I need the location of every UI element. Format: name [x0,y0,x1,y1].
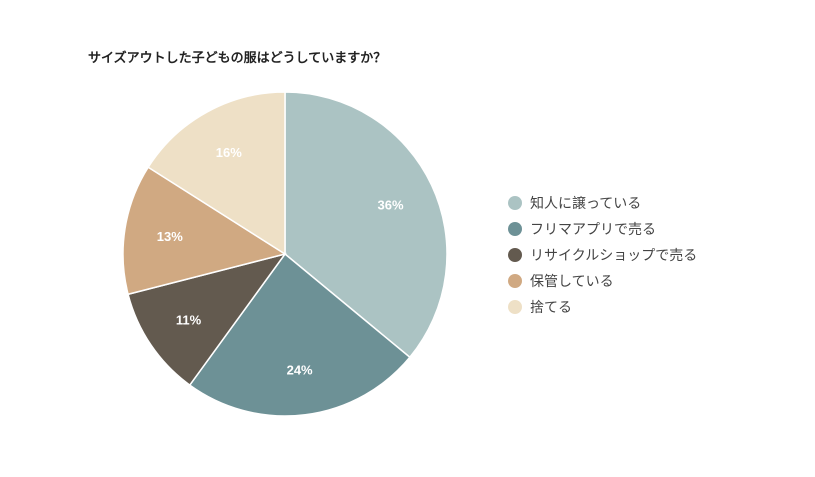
slice-label: 13% [157,229,183,244]
legend-swatch-icon [508,248,522,262]
slice-label: 36% [378,197,404,212]
pie-slice[interactable] [284,91,448,359]
legend-swatch-icon [508,196,522,210]
pie-slice[interactable] [188,252,411,417]
slice-label: 24% [287,363,313,378]
pie-slice[interactable] [147,91,286,256]
chart-title: サイズアウトした子どもの服はどうしていますか？ [88,51,387,66]
legend: 知人に譲っている フリマアプリで売る リサイクルショップで売る 保管している 捨… [508,190,697,320]
legend-swatch-icon [508,274,522,288]
slice-label: 11% [176,313,202,328]
pie-slice[interactable] [122,166,287,296]
legend-label: 知人に譲っている [530,196,642,212]
slice-label: 16% [216,145,242,160]
legend-item[interactable]: 捨てる [508,294,697,320]
legend-label: フリマアプリで売る [530,222,656,238]
legend-item[interactable]: フリマアプリで売る [508,216,697,242]
legend-label: 保管している [530,274,614,290]
legend-label: リサイクルショップで売る [530,248,698,264]
legend-label: 捨てる [530,300,572,316]
legend-swatch-icon [508,300,522,314]
legend-item[interactable]: 保管している [508,268,697,294]
legend-item[interactable]: リサイクルショップで売る [508,242,697,268]
legend-swatch-icon [508,222,522,236]
pie-slice[interactable] [127,252,287,387]
legend-item[interactable]: 知人に譲っている [508,190,697,216]
